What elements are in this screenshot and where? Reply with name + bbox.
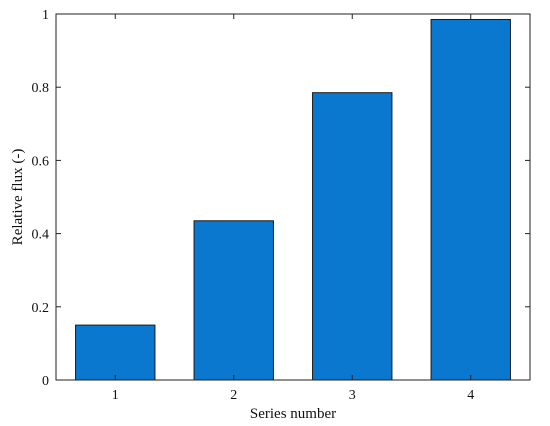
y-ticks-group: 0 0.2 0.4 0.6 0.8 1	[32, 8, 530, 389]
y-tick-label: 0.8	[32, 81, 50, 96]
x-axis-label: Series number	[250, 406, 336, 422]
y-tick-label: 0.4	[32, 228, 50, 243]
bars-group	[75, 18, 511, 381]
plot-frame	[55, 13, 531, 381]
bar-3	[312, 92, 393, 381]
bar-1	[75, 324, 156, 381]
x-tick-label: 1	[112, 388, 119, 403]
x-tick-label: 4	[467, 388, 474, 403]
x-tick-label: 2	[230, 388, 237, 403]
bar-2	[193, 220, 274, 381]
bar-4	[430, 18, 511, 381]
y-axis-label: Relative flux (-)	[10, 149, 26, 246]
y-tick-label: 0.6	[32, 154, 50, 169]
y-tick-label: 1	[42, 8, 49, 23]
x-ticks-group: 1 2 3 4	[112, 14, 474, 403]
y-tick-label: 0.2	[32, 301, 50, 316]
x-tick-label: 3	[349, 388, 356, 403]
y-tick-label: 0	[42, 374, 49, 389]
